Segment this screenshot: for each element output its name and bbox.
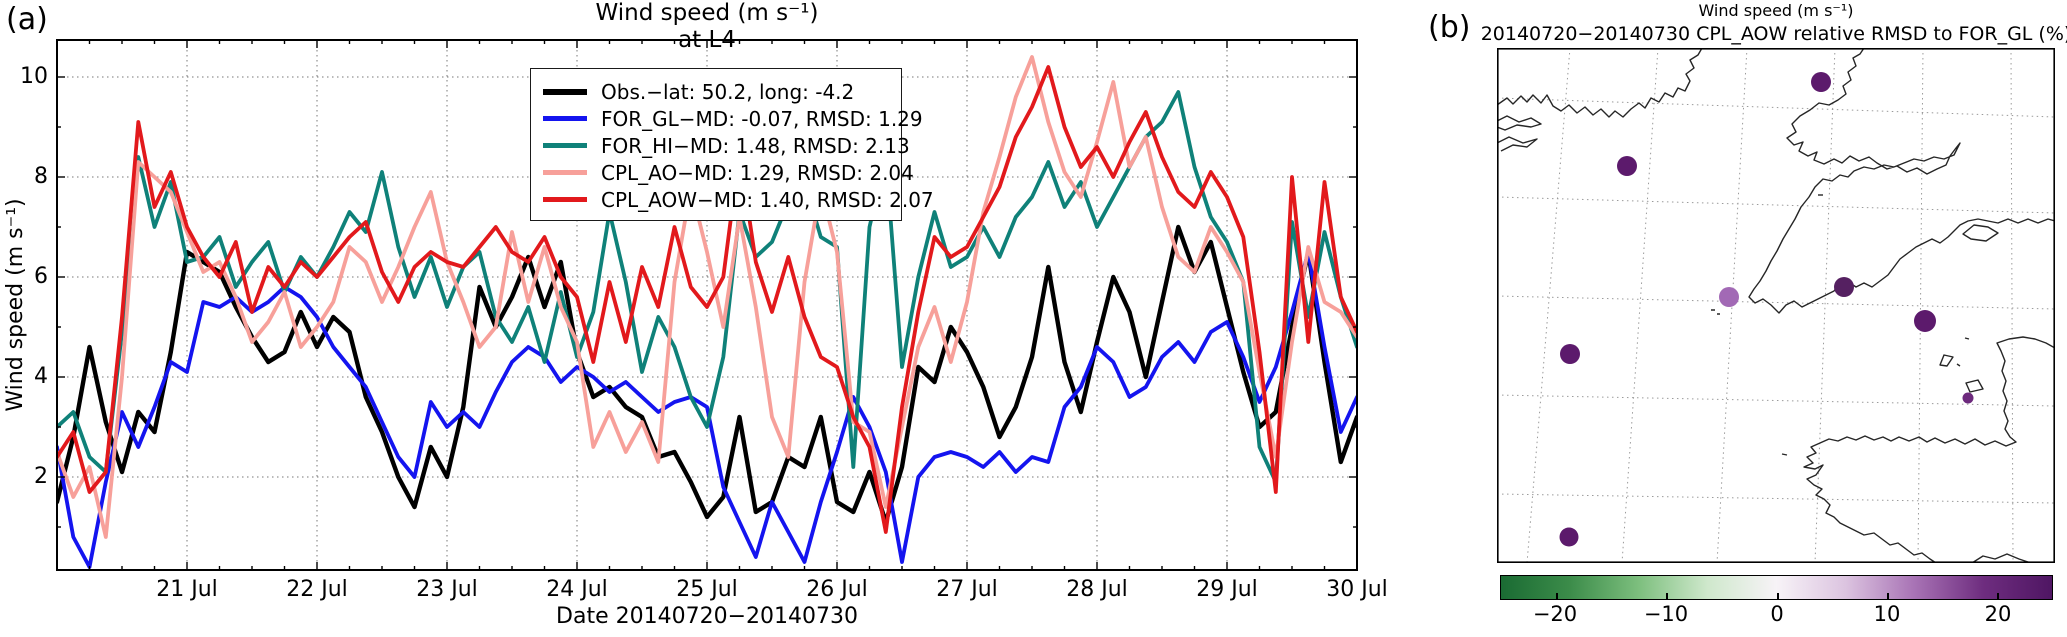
- legend-line-swatch: [543, 116, 587, 121]
- panel-b-title-line2: 20140720−20140730 CPL_AOW relative RMSD …: [1480, 23, 2067, 45]
- legend-line-swatch: [543, 143, 587, 148]
- coastline-france: [1803, 336, 2055, 563]
- colorbar-tick-label: −10: [1643, 602, 1689, 626]
- coastline-isle-of-wight: [1962, 224, 1999, 242]
- station-dot: [1962, 392, 1974, 404]
- coastline-scilly: [1711, 309, 1720, 315]
- colorbar-tick-label: 20: [1984, 602, 2012, 626]
- x-tick-label: 22 Jul: [286, 577, 348, 602]
- station-dot: [1834, 277, 1854, 297]
- legend-entry: FOR_HI−MD: 1.48, RMSD: 2.13: [543, 132, 910, 159]
- station-dot: [1560, 344, 1580, 364]
- coastline-ireland-peninsulas-2: [1497, 136, 1538, 152]
- coastline-alderney: [1964, 337, 1970, 340]
- colorbar-tick-mark: [1886, 593, 1889, 600]
- panel-a-label: (a): [6, 2, 48, 37]
- plot-series-lines: [57, 55, 1357, 569]
- panel-a-x-axis-label: Date 20140720−20140730: [556, 604, 858, 629]
- x-tick-label: 25 Jul: [676, 577, 738, 602]
- coastline-ireland: [1497, 48, 1703, 118]
- map-panel: [1497, 48, 2055, 563]
- legend-entry: CPL_AO−MD: 1.29, RMSD: 2.04: [543, 159, 914, 186]
- y-tick-label: 6: [34, 264, 48, 289]
- coastlines: [1497, 48, 2055, 563]
- station-dot: [1811, 72, 1831, 92]
- panel-a-y-axis-label: Wind speed (m s⁻¹): [3, 198, 28, 412]
- legend-entry: CPL_AOW−MD: 1.40, RMSD: 2.07: [543, 186, 934, 213]
- legend-line-swatch: [543, 197, 587, 202]
- series-line-FOR_GL: [57, 250, 1357, 569]
- legend-entry: Obs.−lat: 50.2, long: -4.2: [543, 78, 889, 105]
- x-tick-label: 23 Jul: [416, 577, 478, 602]
- legend-entry-label: CPL_AOW−MD: 1.40, RMSD: 2.07: [601, 187, 934, 212]
- x-tick-label: 21 Jul: [156, 577, 218, 602]
- legend-entry-label: CPL_AO−MD: 1.29, RMSD: 2.04: [601, 160, 914, 185]
- series-line-Obs: [57, 224, 1357, 525]
- coastline-sark: [1956, 363, 1961, 367]
- series-line-CPL_AOW: [57, 65, 1357, 534]
- coastline-wales-england: [1748, 48, 2055, 314]
- x-tick-label: 24 Jul: [546, 577, 608, 602]
- colorbar-tick-label: 0: [1770, 602, 1784, 626]
- legend-entry-label: FOR_GL−MD: -0.07, RMSD: 1.29: [601, 106, 923, 131]
- legend-entry-label: FOR_HI−MD: 1.48, RMSD: 2.13: [601, 133, 910, 158]
- colorbar-tick-label: 10: [1873, 602, 1901, 626]
- map-border: [1497, 48, 2055, 563]
- y-tick-label: 4: [34, 364, 48, 389]
- colorbar-tick-mark: [1776, 593, 1779, 600]
- x-tick-label: 29 Jul: [1196, 577, 1258, 602]
- x-tick-label: 27 Jul: [936, 577, 998, 602]
- legend-box: Obs.−lat: 50.2, long: -4.2 FOR_GL−MD: -0.…: [530, 68, 934, 221]
- y-tick-label: 8: [34, 164, 48, 189]
- map-graticule: [1497, 48, 2055, 563]
- x-tick-label: 30 Jul: [1326, 577, 1388, 602]
- legend-line-swatch: [543, 170, 587, 175]
- y-tick-label: 2: [34, 464, 48, 489]
- colorbar: [1500, 575, 2053, 600]
- coastline-south-brittany: [1971, 553, 2032, 563]
- legend-entry: FOR_GL−MD: -0.07, RMSD: 1.29: [543, 105, 923, 132]
- panel-a-title-line1: Wind speed (m s⁻¹): [595, 0, 819, 26]
- coastline-ireland-peninsulas: [1497, 115, 1542, 131]
- station-dot: [1559, 527, 1579, 547]
- series-line-CPL_AO: [57, 55, 1357, 539]
- colorbar-tick-mark: [1666, 593, 1669, 600]
- legend-entry-label: Obs.−lat: 50.2, long: -4.2: [601, 79, 855, 104]
- x-tick-label: 28 Jul: [1066, 577, 1128, 602]
- rmsd-scatter-points: [1559, 72, 1974, 547]
- coastline-ouessant: [1781, 453, 1788, 456]
- station-dot: [1617, 156, 1637, 176]
- legend-line-swatch: [543, 88, 587, 95]
- station-dot: [1914, 310, 1936, 332]
- panel-b-title-line1: Wind speed (m s⁻¹): [1698, 1, 1854, 20]
- x-tick-label: 26 Jul: [806, 577, 868, 602]
- colorbar-tick-mark: [1556, 593, 1559, 600]
- station-dot: [1719, 287, 1739, 307]
- panel-b-label: (b): [1428, 10, 1471, 45]
- colorbar-tick-label: −20: [1532, 602, 1578, 626]
- coastline-jersey: [1965, 379, 1984, 393]
- colorbar-tick-mark: [1996, 593, 1999, 600]
- y-tick-label: 10: [20, 64, 48, 89]
- plot-border: [56, 39, 1358, 571]
- coastline-guernsey: [1939, 354, 1954, 367]
